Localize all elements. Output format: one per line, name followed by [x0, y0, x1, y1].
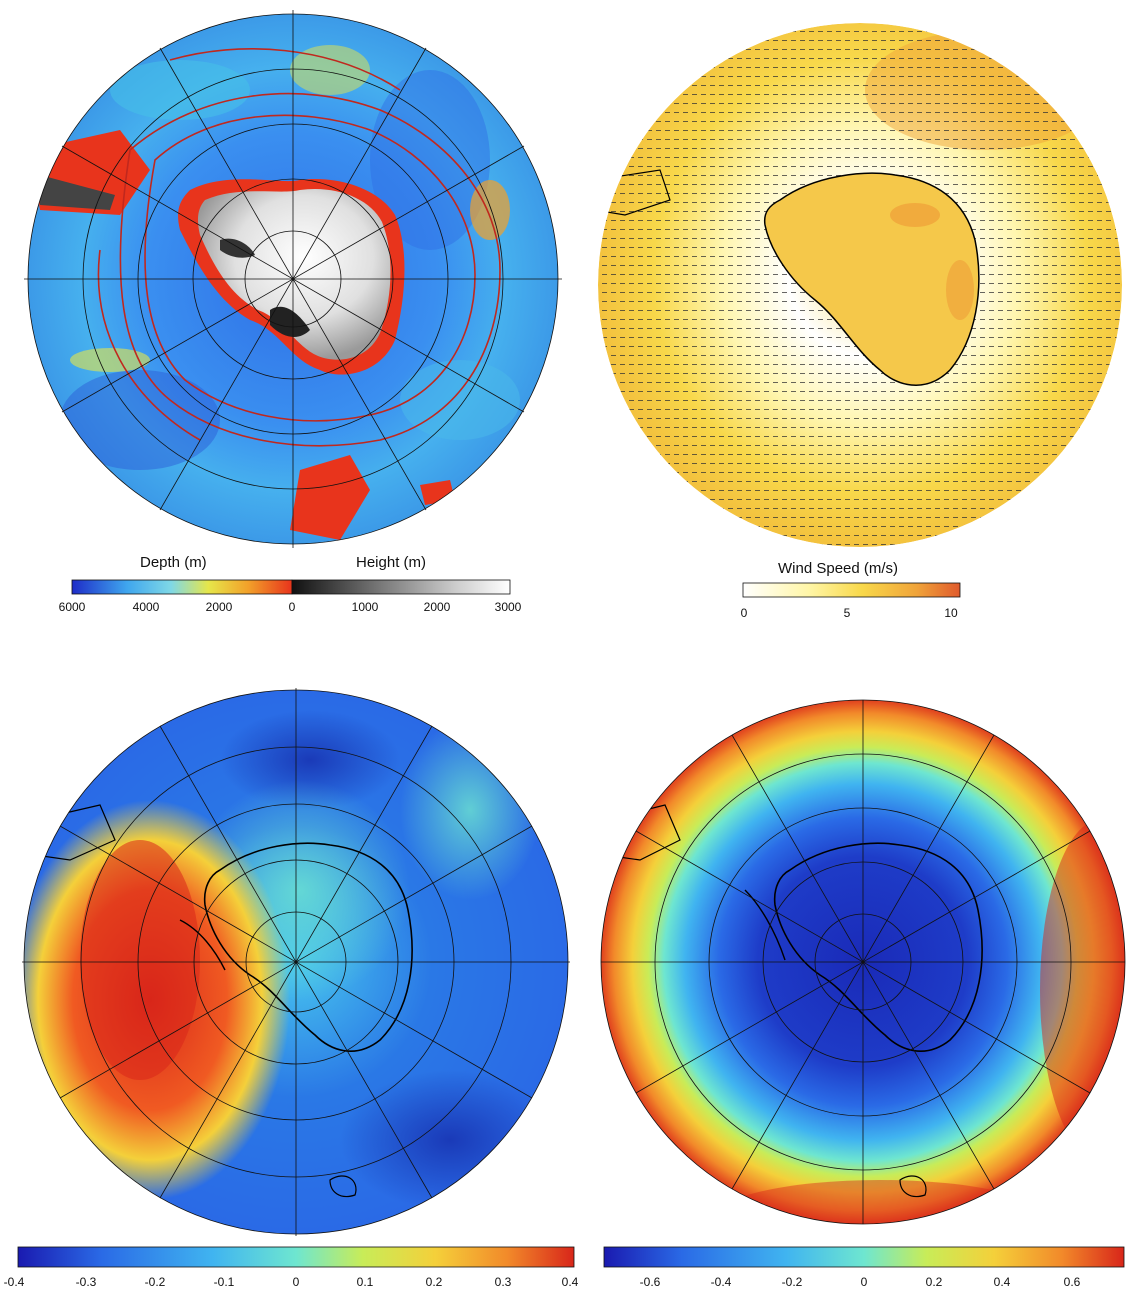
correlation-left-colorbar: [17, 1246, 575, 1268]
corr-left-tick: 0.4: [562, 1275, 579, 1289]
bathy-tick: 3000: [495, 600, 522, 614]
wind-map: Wind Speed (m/s) 0 5 10: [598, 23, 1122, 620]
wind-tick: 0: [741, 606, 748, 620]
wind-tick: 5: [844, 606, 851, 620]
corr-left-tick: 0.2: [426, 1275, 443, 1289]
graticule: [600, 699, 1126, 1225]
antarctica-coastline: [203, 842, 413, 1052]
wind-colorbar: [742, 582, 961, 598]
corr-left-tick: 0: [293, 1275, 300, 1289]
graticule: [24, 10, 562, 548]
corr-left-tick: 0.1: [357, 1275, 374, 1289]
corr-right-tick: 0.4: [994, 1275, 1011, 1289]
corr-right-tick: -0.4: [711, 1275, 732, 1289]
antarctica-coastline: [763, 172, 980, 386]
height-colorbar: [291, 579, 511, 595]
depth-label: Depth (m): [140, 554, 207, 571]
correlation-right-colorbar: [603, 1246, 1125, 1268]
correlation-right-map: -0.6 -0.4 -0.2 0 0.2 0.4 0.6: [600, 699, 1126, 1289]
wind-tick: 10: [944, 606, 958, 620]
antarctica-coastline: [773, 842, 983, 1052]
bathy-tick: 2000: [206, 600, 233, 614]
depth-colorbar: [71, 579, 293, 595]
wind-panel: Wind Speed (m/s) 0 5 10: [565, 0, 1130, 640]
wind-label: Wind Speed (m/s): [778, 560, 898, 577]
corr-left-tick: -0.3: [76, 1275, 97, 1289]
bathy-tick: 4000: [133, 600, 160, 614]
bathy-tick: 1000: [352, 600, 379, 614]
corr-right-tick: 0.6: [1064, 1275, 1081, 1289]
bathymetry-map: Depth (m) Height (m) 6000 4000 2000 0 10…: [24, 10, 562, 614]
corr-left-tick: -0.4: [4, 1275, 25, 1289]
bathy-tick: 6000: [59, 600, 86, 614]
corr-right-tick: 0: [861, 1275, 868, 1289]
graticule: [22, 688, 570, 1236]
corr-right-tick: -0.2: [782, 1275, 803, 1289]
bathy-tick: 2000: [424, 600, 451, 614]
corr-left-tick: -0.2: [145, 1275, 166, 1289]
correlation-left-map: -0.4 -0.3 -0.2 -0.1 0 0.1 0.2 0.3 0.4: [4, 688, 579, 1289]
bathy-tick: 0: [289, 600, 296, 614]
height-label: Height (m): [356, 554, 426, 571]
corr-left-tick: -0.1: [214, 1275, 235, 1289]
correlation-right-panel: -0.6 -0.4 -0.2 0 0.2 0.4 0.6: [580, 660, 1130, 1296]
corr-right-tick: -0.6: [640, 1275, 661, 1289]
bathymetry-panel: Depth (m) Height (m) 6000 4000 2000 0 10…: [0, 0, 565, 640]
correlation-left-panel: -0.4 -0.3 -0.2 -0.1 0 0.1 0.2 0.3 0.4: [0, 660, 580, 1296]
corr-right-tick: 0.2: [926, 1275, 943, 1289]
corr-left-tick: 0.3: [495, 1275, 512, 1289]
